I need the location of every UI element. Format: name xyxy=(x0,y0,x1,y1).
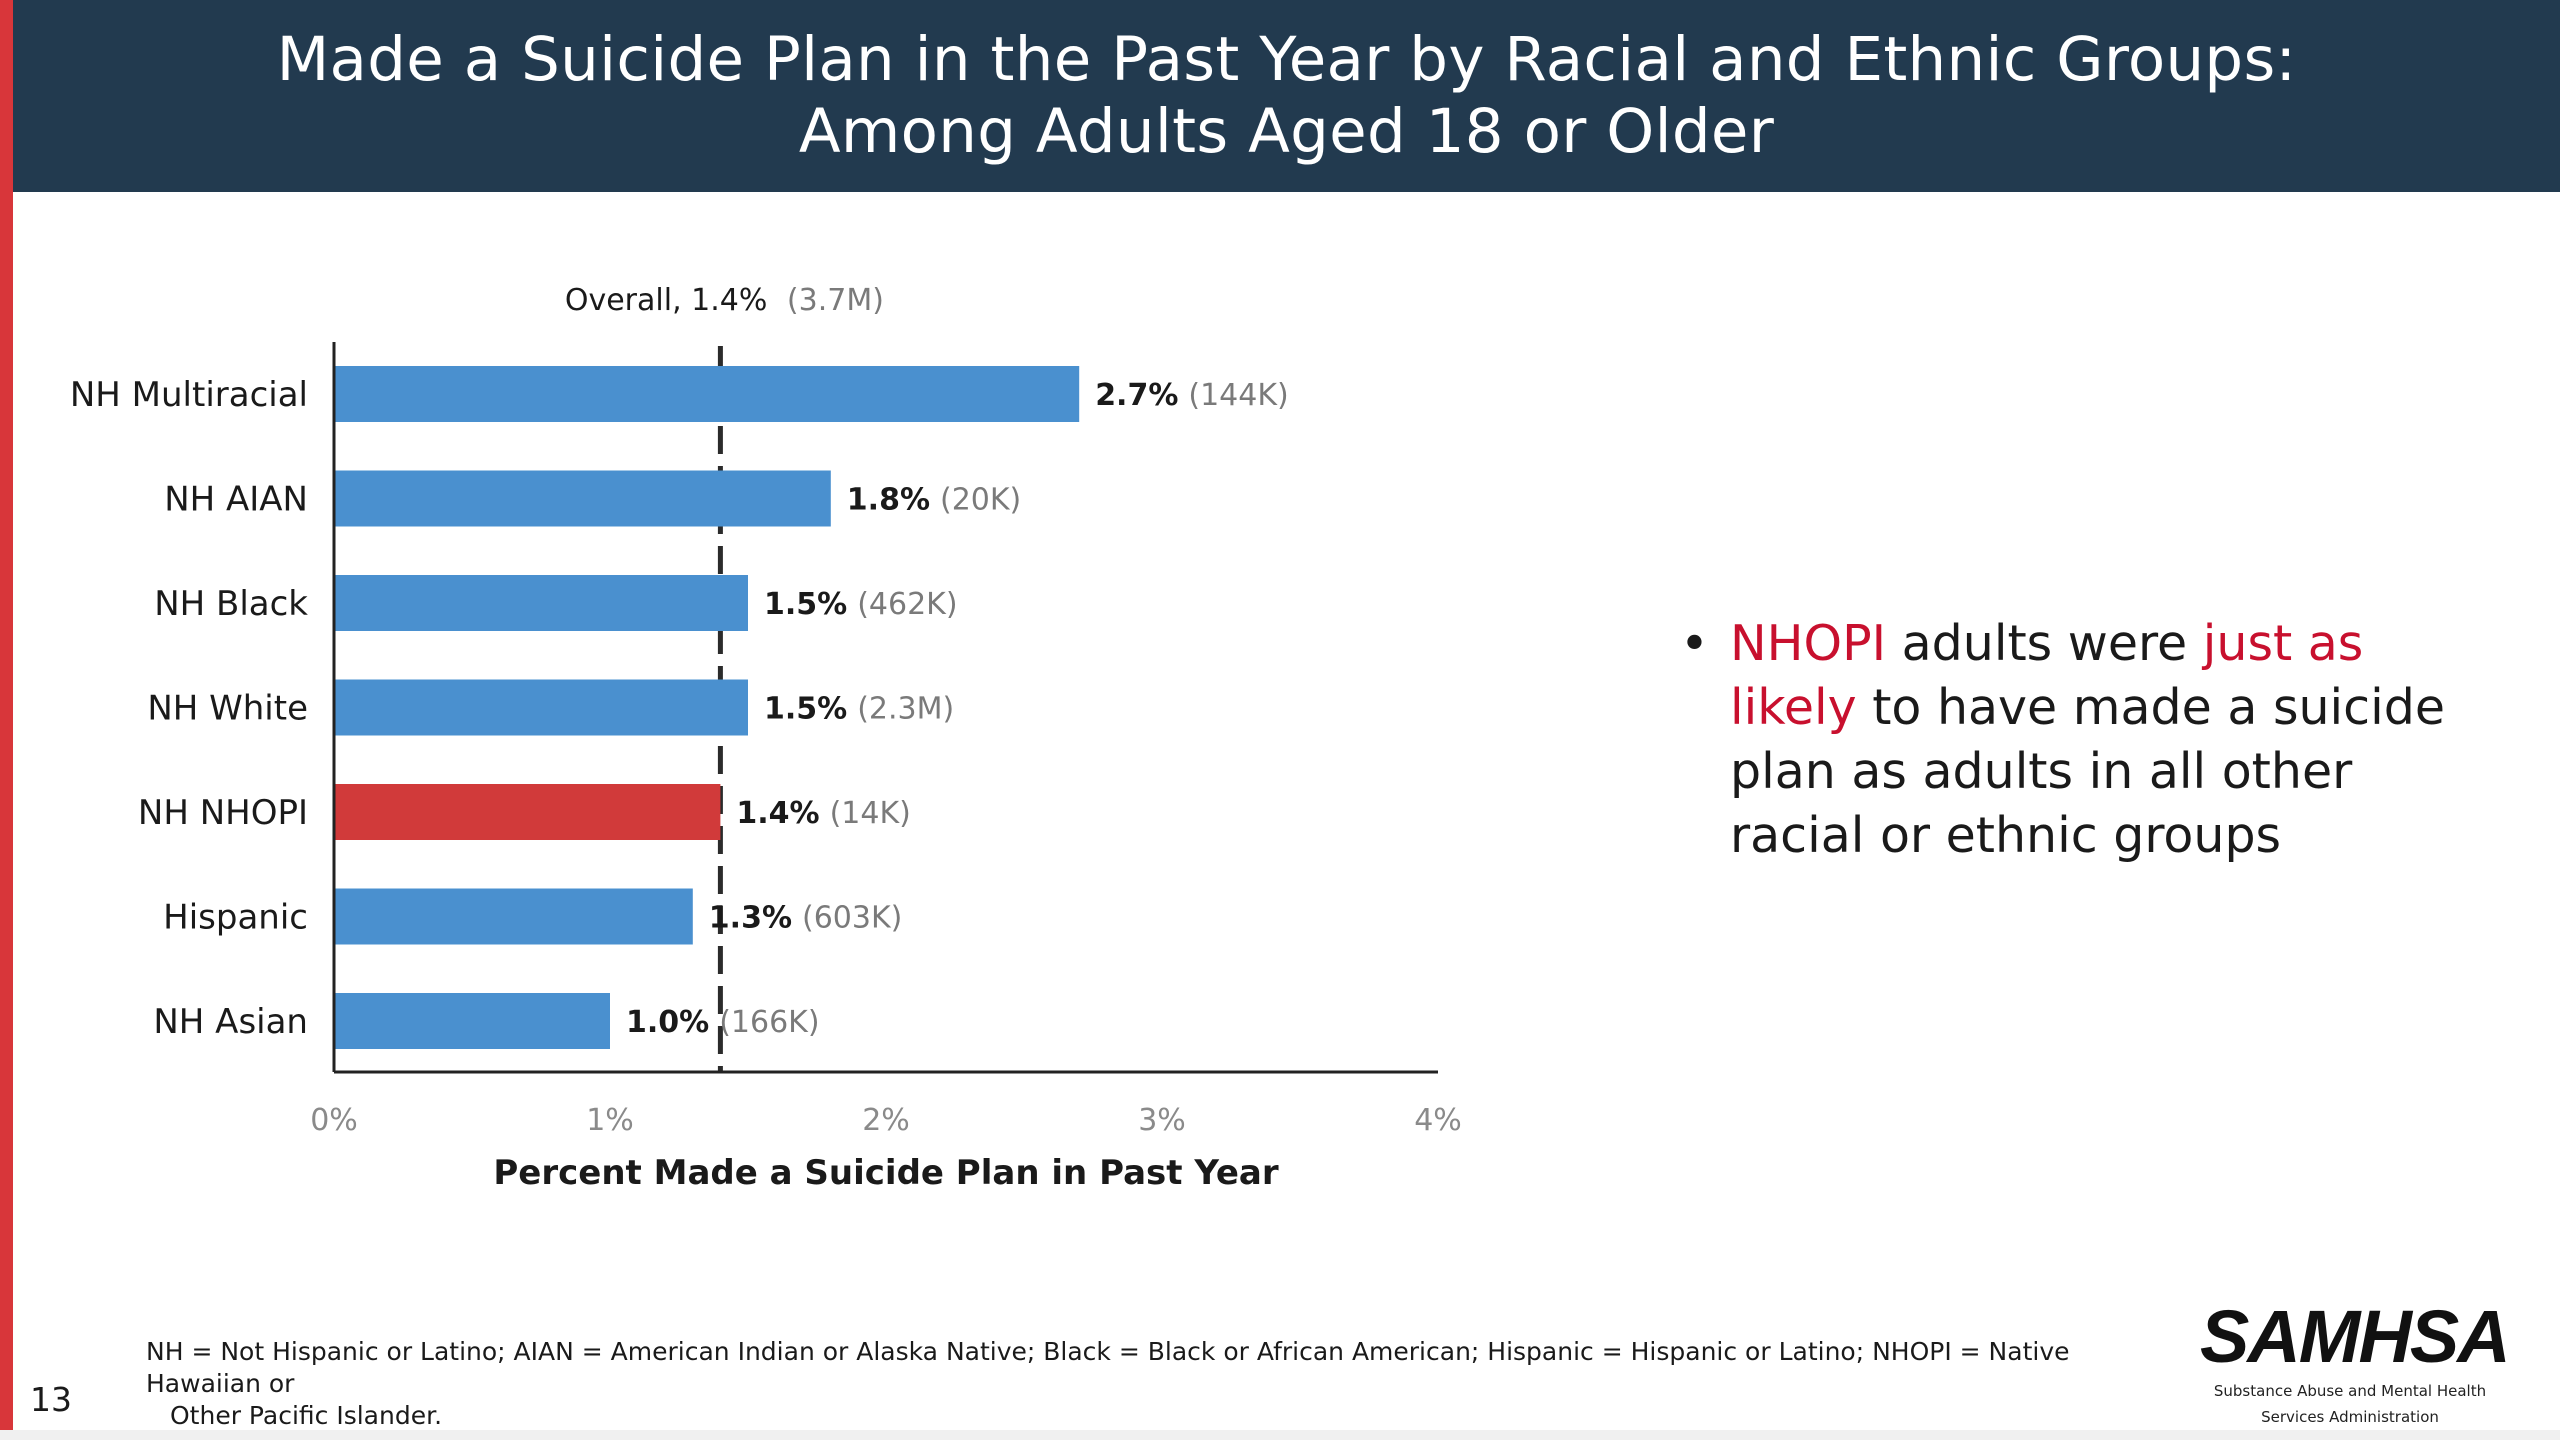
value-percent-nh-white: 1.5% xyxy=(764,692,847,727)
bar-nh-aian xyxy=(334,470,831,527)
value-count-nh-black: (462K) xyxy=(857,587,957,622)
overall-reference-count: (3.7M) xyxy=(787,283,884,318)
bottom-rule xyxy=(0,1430,2560,1440)
value-percent-nh-asian: 1.0% xyxy=(626,1005,709,1040)
slide-title-line-1: Made a Suicide Plan in the Past Year by … xyxy=(276,24,2297,95)
bar-chart: Overall, 1.4% (3.7M) NH Multiracial 2.7% (… xyxy=(70,283,1462,1193)
value-count-nh-white: (2.3M) xyxy=(857,692,954,727)
value-label-nh-asian: 1.0% (166K) xyxy=(626,1005,820,1040)
value-percent-nh-aian: 1.8% xyxy=(847,483,930,518)
key-finding-text-part: adults were xyxy=(1886,615,2203,672)
bars-group: NH Multiracial 2.7% (144K) NH AIAN 1.8% (20K)… xyxy=(70,366,1289,1049)
samhsa-subtitle-line-1: Substance Abuse and Mental Health xyxy=(2213,1382,2487,1400)
value-label-nh-multiracial: 2.7% (144K) xyxy=(1095,378,1289,413)
key-finding-text: NHOPI adults were just as likely to have… xyxy=(1730,612,2460,868)
samhsa-subtitle-line-2: Services Administration xyxy=(2261,1408,2439,1426)
bar-nh-multiracial xyxy=(334,366,1080,422)
category-label-hispanic: Hispanic xyxy=(163,898,308,938)
key-finding-text-part: to have made a suicide plan as adults in… xyxy=(1730,679,2445,864)
x-axis: 0% 1% 2% 3% 4% xyxy=(310,342,1462,1138)
value-label-nh-black: 1.5% (462K) xyxy=(764,587,958,622)
overall-reference-value: Overall, 1.4% xyxy=(565,283,768,318)
value-count-nh-aian: (20K) xyxy=(940,483,1021,518)
x-tick-label: 3% xyxy=(1138,1103,1186,1138)
accent-bar xyxy=(0,0,13,1440)
bar-nh-white xyxy=(334,679,748,736)
slide-title-line-2: Among Adults Aged 18 or Older xyxy=(798,96,1775,167)
category-label-nh-white: NH White xyxy=(147,689,308,729)
category-label-nh-asian: NH Asian xyxy=(153,1002,308,1042)
bar-hispanic xyxy=(334,888,693,945)
value-percent-nh-nhopi: 1.4% xyxy=(736,796,819,831)
bar-nh-asian xyxy=(334,993,610,1049)
samhsa-wordmark: SAMHSA xyxy=(2200,1295,2511,1378)
value-count-hispanic: (603K) xyxy=(802,901,902,936)
value-label-nh-nhopi: 1.4% (14K) xyxy=(736,796,910,831)
footnote-line-1: NH = Not Hispanic or Latino; AIAN = Amer… xyxy=(146,1337,2070,1398)
x-tick-label: 2% xyxy=(862,1103,910,1138)
slide-header: Made a Suicide Plan in the Past Year by … xyxy=(13,0,2560,192)
value-percent-nh-black: 1.5% xyxy=(764,587,847,622)
value-label-nh-aian: 1.8% (20K) xyxy=(847,483,1021,518)
value-label-hispanic: 1.3% (603K) xyxy=(709,901,903,936)
overall-reference-label: Overall, 1.4% (3.7M) xyxy=(565,283,884,318)
x-axis-title: Percent Made a Suicide Plan in Past Year xyxy=(493,1153,1278,1193)
category-label-nh-aian: NH AIAN xyxy=(164,480,308,520)
page-number: 13 xyxy=(30,1380,72,1419)
value-count-nh-multiracial: (144K) xyxy=(1188,378,1288,413)
category-label-nh-multiracial: NH Multiracial xyxy=(70,375,308,415)
footnote: NH = Not Hispanic or Latino; AIAN = Amer… xyxy=(146,1336,2126,1432)
value-count-nh-asian: (166K) xyxy=(719,1005,819,1040)
key-finding-highlight-nhopi: NHOPI xyxy=(1730,615,1887,672)
x-tick-label: 4% xyxy=(1414,1103,1462,1138)
key-finding-highlight-likely: just as likely xyxy=(1730,615,2364,736)
bullet-marker: • xyxy=(1680,615,1709,672)
value-percent-hispanic: 1.3% xyxy=(709,901,792,936)
samhsa-logo: SAMHSA Substance Abuse and Mental Health… xyxy=(2200,1295,2511,1427)
x-tick-label: 0% xyxy=(310,1103,358,1138)
value-percent-nh-multiracial: 2.7% xyxy=(1095,378,1178,413)
value-count-nh-nhopi: (14K) xyxy=(830,796,911,831)
bar-nh-nhopi xyxy=(334,784,721,840)
value-label-nh-white: 1.5% (2.3M) xyxy=(764,692,954,727)
x-tick-label: 1% xyxy=(586,1103,634,1138)
category-label-nh-black: NH Black xyxy=(154,584,308,624)
key-finding-bullet: • NHOPI adults were just as likely to ha… xyxy=(1680,612,2460,868)
footnote-line-2: Other Pacific Islander. xyxy=(170,1401,443,1430)
category-label-nh-nhopi: NH NHOPI xyxy=(138,793,308,833)
overall-reference-group: Overall, 1.4% (3.7M) xyxy=(565,283,884,1072)
bar-nh-black xyxy=(334,575,748,631)
